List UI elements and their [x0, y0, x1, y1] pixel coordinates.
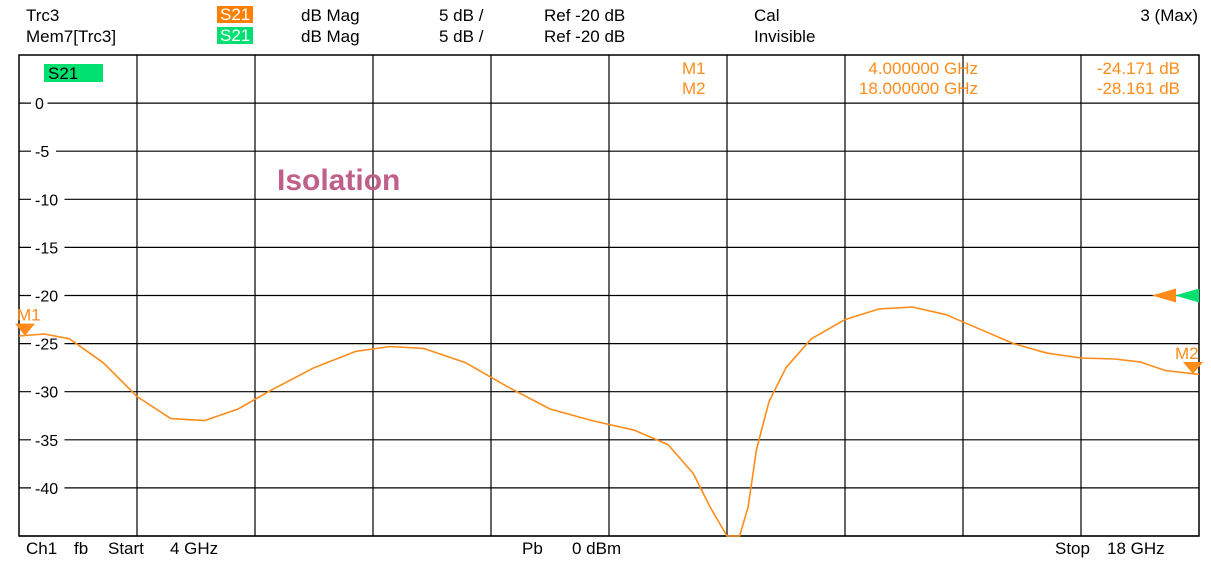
memory-scale[interactable]: 5 dB /: [439, 27, 484, 46]
trace-tag-bg: [44, 64, 103, 82]
marker-readout-frequency: 4.000000 GHz: [868, 59, 978, 78]
memory-status: Invisible: [754, 27, 816, 46]
trace-reference[interactable]: Ref -20 dB: [544, 6, 626, 25]
marker-readout-value: -24.171 dB: [1097, 59, 1180, 78]
marker-triangle-m2: [1183, 362, 1203, 375]
y-tick-label-bg: [31, 430, 65, 449]
start-frequency[interactable]: 4 GHz: [170, 539, 219, 558]
memory-format[interactable]: dB Mag: [301, 27, 360, 46]
marker-readout-name: M2: [682, 79, 706, 98]
y-tick-label-bg: [31, 382, 65, 401]
trace-s21-line: [18, 306, 1200, 537]
trace-param-badge[interactable]: S21: [217, 6, 254, 23]
power-value[interactable]: 0 dBm: [572, 539, 622, 558]
memory-trace-name[interactable]: Mem7[Trc3]: [26, 27, 117, 46]
marker-readout-value: -28.161 dB: [1097, 79, 1180, 98]
channel-label[interactable]: Ch1: [26, 539, 58, 558]
y-tick-label-bg: [31, 238, 65, 257]
trace-status: Cal: [754, 6, 780, 25]
y-tick-label: -25: [35, 337, 58, 354]
reference-arrow-memory: [1175, 288, 1199, 303]
y-tick-label: 0: [35, 96, 44, 113]
trace-format[interactable]: dB Mag: [301, 6, 360, 25]
y-tick-label: -15: [35, 240, 58, 257]
y-tick-label-bg: [31, 190, 65, 209]
trace-scale[interactable]: 5 dB /: [439, 6, 484, 25]
trace-name[interactable]: Trc3: [26, 6, 60, 25]
marker-label-m2: M2: [1175, 344, 1199, 363]
y-tick-label: -20: [35, 289, 58, 306]
marker-label-m1: M1: [17, 306, 41, 325]
reference-arrow-trace: [1152, 288, 1176, 303]
marker-readout-frequency: 18.000000 GHz: [859, 79, 978, 98]
stop-frequency[interactable]: 18 GHz: [1107, 539, 1165, 558]
y-tick-label-bg: [31, 286, 65, 305]
y-tick-label: -35: [35, 433, 58, 450]
memory-param-badge[interactable]: S21: [217, 27, 254, 44]
window-max-label[interactable]: 3 (Max): [1140, 6, 1198, 25]
y-tick-label: -40: [35, 481, 58, 498]
mode-label: fb: [74, 539, 89, 558]
y-tick-label-bg: [31, 142, 56, 161]
y-tick-label-bg: [31, 478, 65, 497]
marker-readout-name: M1: [682, 59, 706, 78]
y-tick-label: -30: [35, 385, 58, 402]
y-tick-label-bg: [31, 334, 65, 353]
power-label: Pb: [522, 539, 543, 558]
chart-annotation: Isolation: [277, 164, 400, 197]
trace-tag-label: S21: [48, 64, 78, 83]
start-label: Start: [108, 539, 144, 558]
marker-triangle-m1: [15, 323, 35, 336]
y-tick-label: -5: [35, 144, 49, 161]
y-tick-label: -10: [35, 192, 58, 209]
memory-reference[interactable]: Ref -20 dB: [544, 27, 626, 46]
stop-label: Stop: [1055, 539, 1090, 558]
y-tick-label-bg: [31, 94, 48, 113]
